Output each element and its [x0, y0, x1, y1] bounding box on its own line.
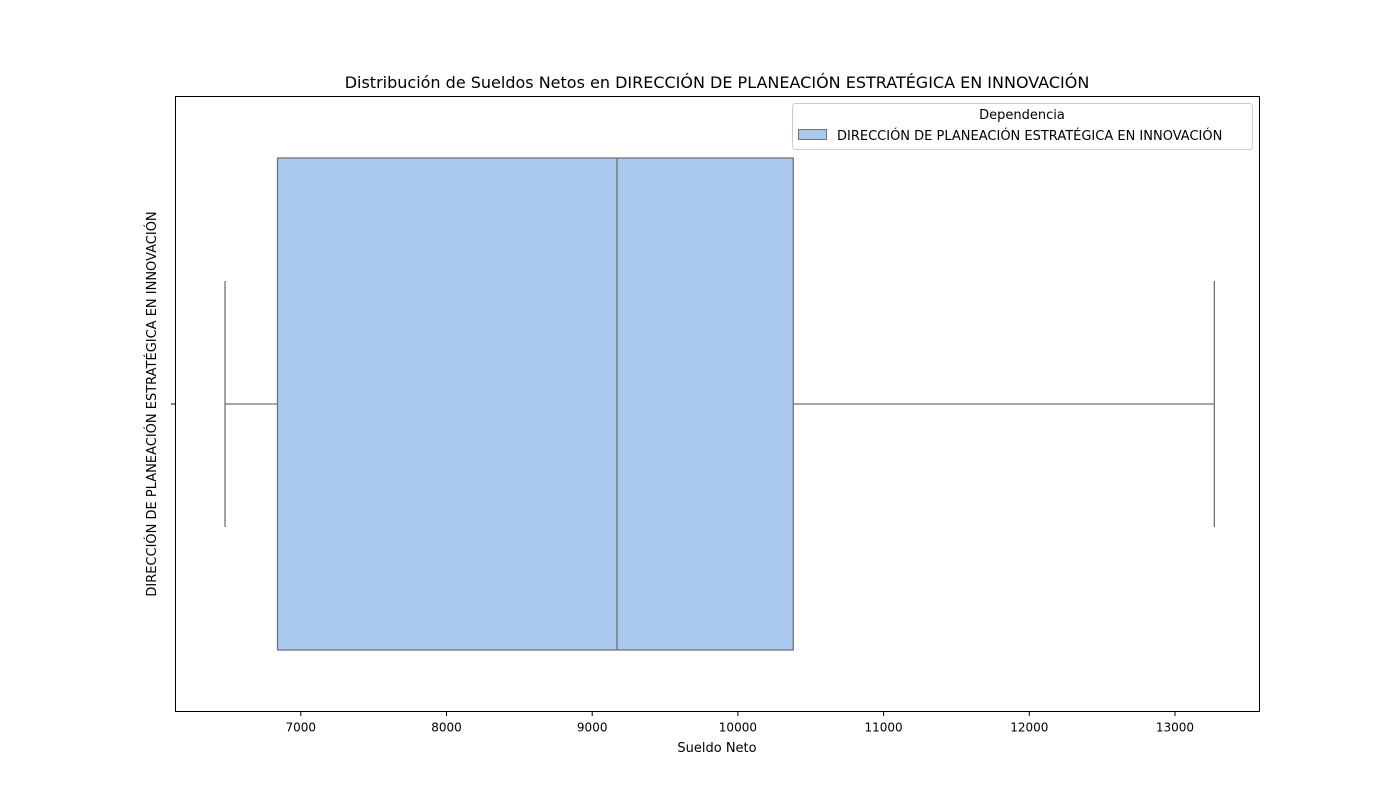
x-tick-label: 8000 — [431, 721, 462, 735]
iqr-box — [276, 157, 794, 651]
legend-frame — [792, 103, 1253, 150]
box-group — [224, 157, 1215, 651]
x-axis: 7000 8000 9000 10000 11000 12000 13000 — [286, 711, 1194, 735]
legend-swatch — [798, 129, 827, 140]
x-tick-label: 10000 — [719, 721, 757, 735]
legend: Dependencia DIRECCIÓN DE PLANEACIÓN ESTR… — [792, 103, 1253, 150]
x-axis-label: Sueldo Neto — [677, 741, 756, 756]
y-axis-label: DIRECCIÓN DE PLANEACIÓN ESTRATÉGICA EN I… — [144, 211, 160, 596]
x-tick-label: 9000 — [577, 721, 608, 735]
legend-title: Dependencia — [979, 108, 1065, 123]
x-tick-label: 13000 — [1156, 721, 1194, 735]
plot-area — [175, 96, 1260, 712]
x-tick-label: 12000 — [1010, 721, 1048, 735]
x-tick-label: 11000 — [865, 721, 903, 735]
legend-entry-label: DIRECCIÓN DE PLANEACIÓN ESTRATÉGICA EN I… — [837, 128, 1222, 144]
chart-title: Distribución de Sueldos Netos en DIRECCI… — [345, 73, 1090, 92]
x-tick-label: 7000 — [286, 721, 317, 735]
